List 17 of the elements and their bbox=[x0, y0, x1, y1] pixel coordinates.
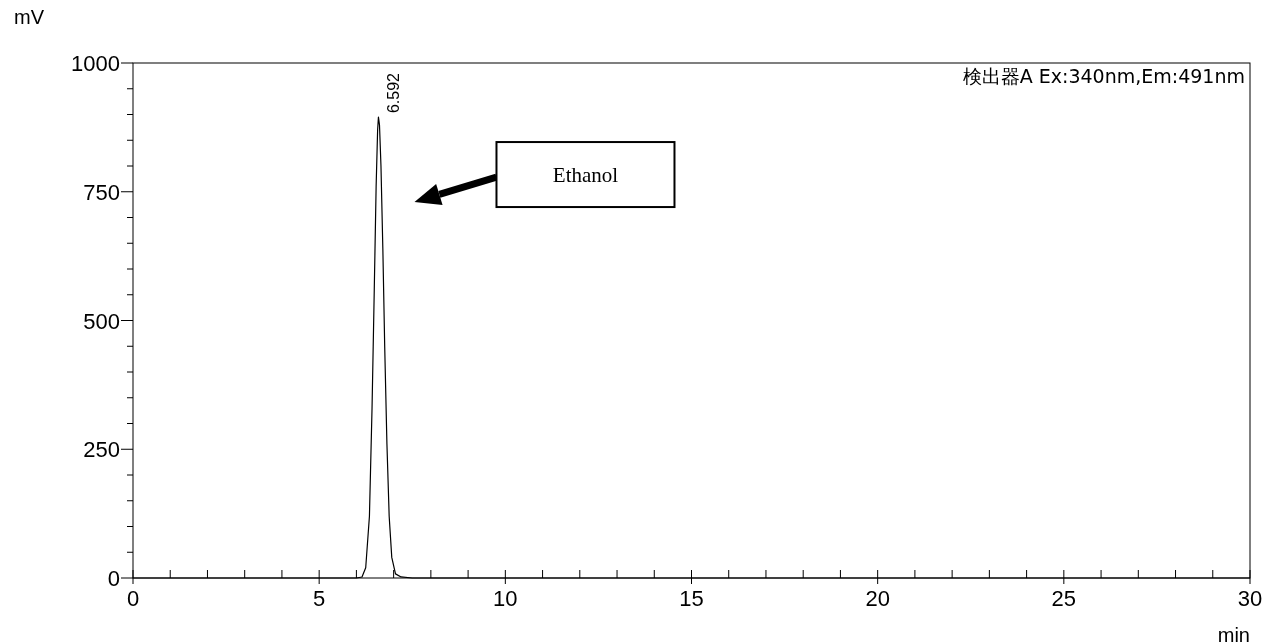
x-tick-label: 25 bbox=[1051, 586, 1077, 611]
x-tick-label: 15 bbox=[679, 586, 704, 611]
x-tick-label: 5 bbox=[313, 586, 326, 611]
annotation: 6.592 bbox=[385, 72, 403, 114]
y-axis-title: mV bbox=[14, 6, 45, 28]
annotation: 検出器A Ex:340nm,Em:491nm bbox=[962, 65, 1245, 87]
x-tick-label: 10 bbox=[493, 586, 518, 611]
y-tick-label: 750 bbox=[83, 179, 120, 205]
y-tick-label: 0 bbox=[107, 566, 120, 591]
y-tick-label: 1000 bbox=[71, 51, 120, 76]
x-tick-label: 30 bbox=[1237, 586, 1263, 611]
x-tick-label: 20 bbox=[865, 586, 890, 611]
y-tick-label: 500 bbox=[83, 308, 120, 334]
annotation: Ethanol bbox=[552, 162, 619, 187]
y-tick-label: 250 bbox=[83, 437, 120, 463]
x-axis-title: min bbox=[1217, 624, 1250, 644]
x-tick-label: 0 bbox=[126, 586, 140, 611]
